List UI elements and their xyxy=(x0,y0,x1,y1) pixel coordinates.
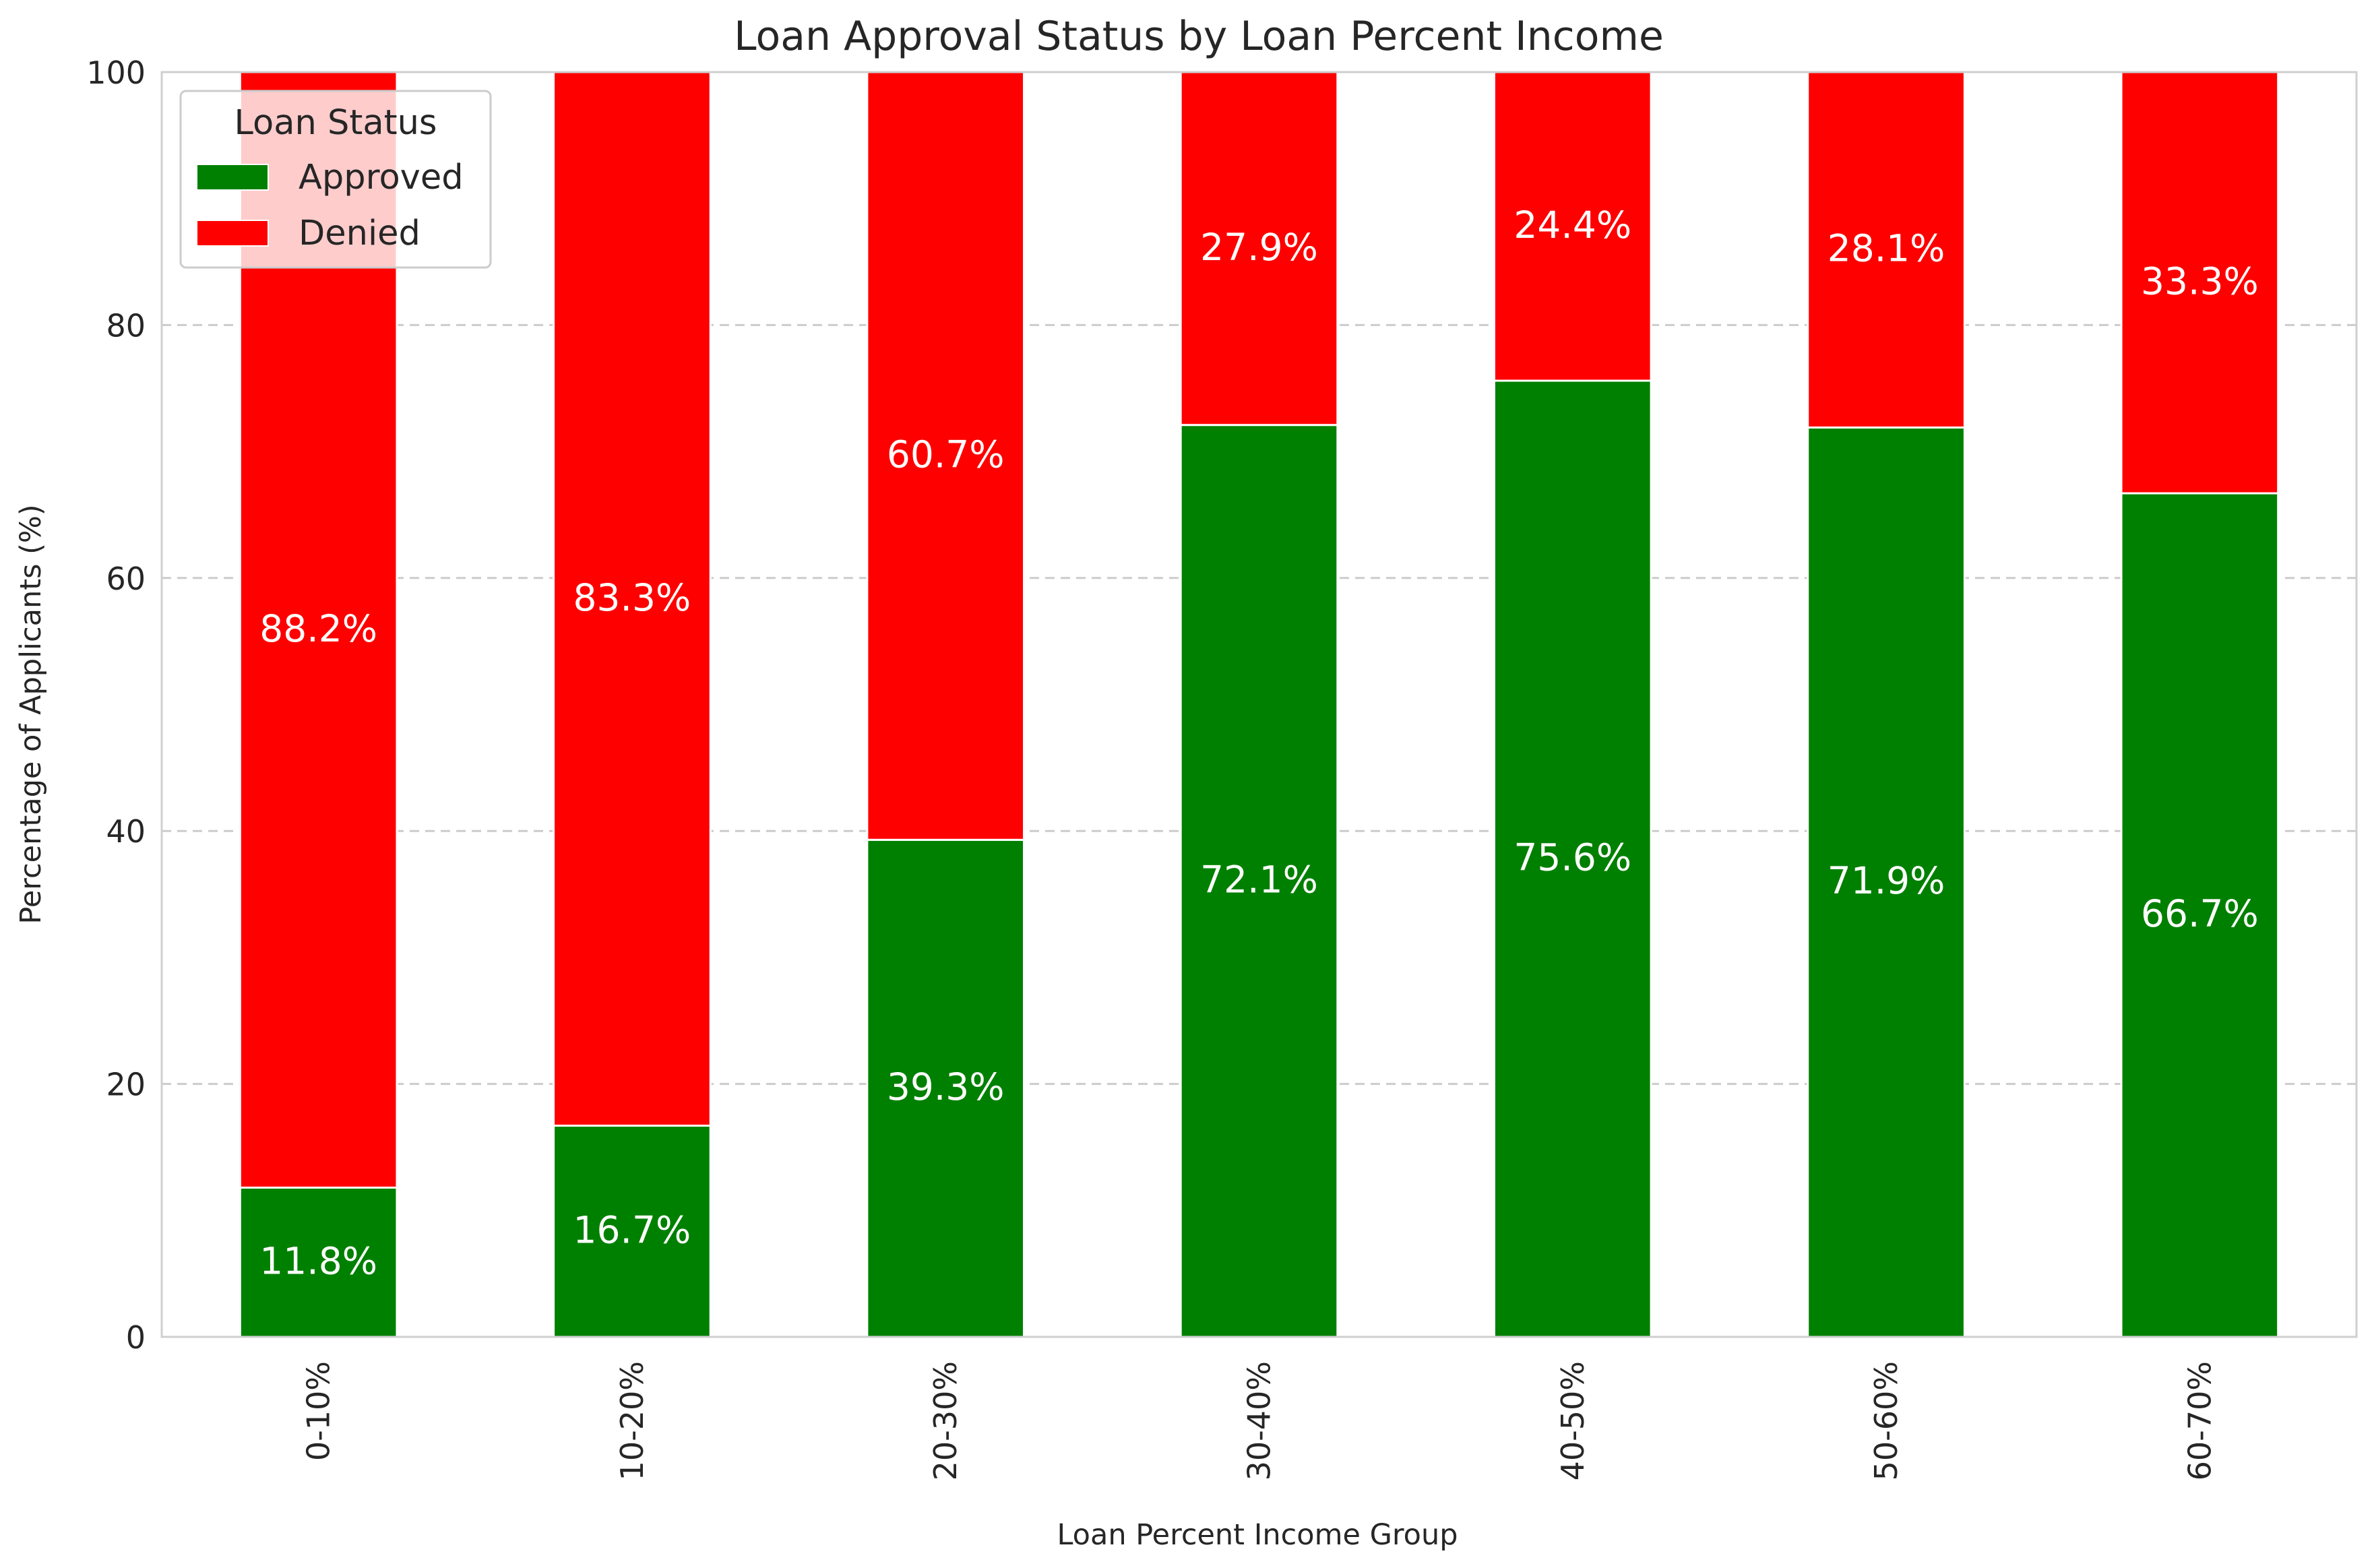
bar-approved-20-30% xyxy=(866,838,1026,1338)
bar-approved-50-60% xyxy=(1807,426,1966,1338)
bar-label-approved: 75.6% xyxy=(1513,836,1631,879)
legend-label-approved: Approved xyxy=(299,158,464,197)
legend-swatch-denied xyxy=(196,220,269,247)
bar-label-denied: 83.3% xyxy=(573,576,691,619)
y-axis-label: Percentage of Applicants (%) xyxy=(14,504,48,924)
x-tick-label: 20-30% xyxy=(927,1361,964,1480)
bar-denied-40-50% xyxy=(1493,71,1652,382)
x-tick-label: 60-70% xyxy=(2181,1361,2218,1480)
bar-label-approved: 16.7% xyxy=(573,1208,691,1251)
bar-denied-60-70% xyxy=(2120,71,2280,495)
bar-label-denied: 24.4% xyxy=(1513,203,1631,247)
bar-denied-50-60% xyxy=(1807,71,1966,429)
bar-denied-30-40% xyxy=(1179,71,1339,427)
legend: Loan Status Approved Denied xyxy=(179,90,492,269)
chart-title: Loan Approval Status by Loan Percent Inc… xyxy=(734,13,1664,60)
x-tick-label: 50-60% xyxy=(1868,1361,1904,1480)
x-tick-label: 30-40% xyxy=(1241,1361,1278,1480)
y-axis-ticks: 0 20 40 60 80 100 xyxy=(86,55,146,1356)
x-tick-label: 10-20% xyxy=(614,1361,650,1480)
legend-swatch-approved xyxy=(196,164,269,191)
bar-approved-10-20% xyxy=(553,1125,712,1338)
bar-label-denied: 88.2% xyxy=(259,607,377,650)
bar-label-approved: 11.8% xyxy=(259,1239,377,1282)
bar-label-approved: 72.1% xyxy=(1200,858,1318,901)
x-axis-ticks: 0-10% 10-20% 20-30% 30-40% 40-50% 50-60% 60-70… xyxy=(301,1361,2218,1480)
bar-label-approved: 66.7% xyxy=(2141,892,2259,935)
y-tick-label: 60 xyxy=(106,561,146,597)
bar-approved-40-50% xyxy=(1493,379,1652,1338)
bar-label-approved: 71.9% xyxy=(1828,859,1945,902)
bar-approved-30-40% xyxy=(1179,424,1339,1338)
x-tick-label: 40-50% xyxy=(1555,1361,1591,1480)
bar-label-denied: 60.7% xyxy=(887,433,1005,476)
bar-label-denied: 33.3% xyxy=(2141,260,2259,303)
legend-items: Approved Denied xyxy=(196,158,464,253)
bar-label-approved: 39.3% xyxy=(887,1065,1005,1108)
plot-frame xyxy=(160,71,2358,1338)
bar-approved-60-70% xyxy=(2120,492,2280,1338)
y-tick-label: 80 xyxy=(106,307,146,344)
bar-label-denied: 27.9% xyxy=(1200,226,1318,269)
bar-denied-20-30% xyxy=(866,71,1026,841)
x-axis-label: Loan Percent Income Group xyxy=(1057,1518,1458,1552)
bar-label-denied: 28.1% xyxy=(1828,227,1945,270)
bar-denied-10-20% xyxy=(553,71,712,1127)
y-gridlines xyxy=(162,323,2356,1086)
bar-approved-0-10% xyxy=(239,1187,398,1338)
y-tick-label: 0 xyxy=(126,1319,146,1356)
y-tick-label: 40 xyxy=(106,813,146,850)
legend-label-denied: Denied xyxy=(299,214,420,253)
x-tick-label: 0-10% xyxy=(301,1361,337,1461)
bar-value-labels: 11.8% 88.2% 16.7% 83.3% 39.3% 60.7% 72.1% 27.9%… xyxy=(259,203,2258,1282)
legend-title: Loan Status xyxy=(234,103,437,143)
y-tick-label: 100 xyxy=(86,55,146,91)
y-tick-label: 20 xyxy=(106,1067,146,1103)
